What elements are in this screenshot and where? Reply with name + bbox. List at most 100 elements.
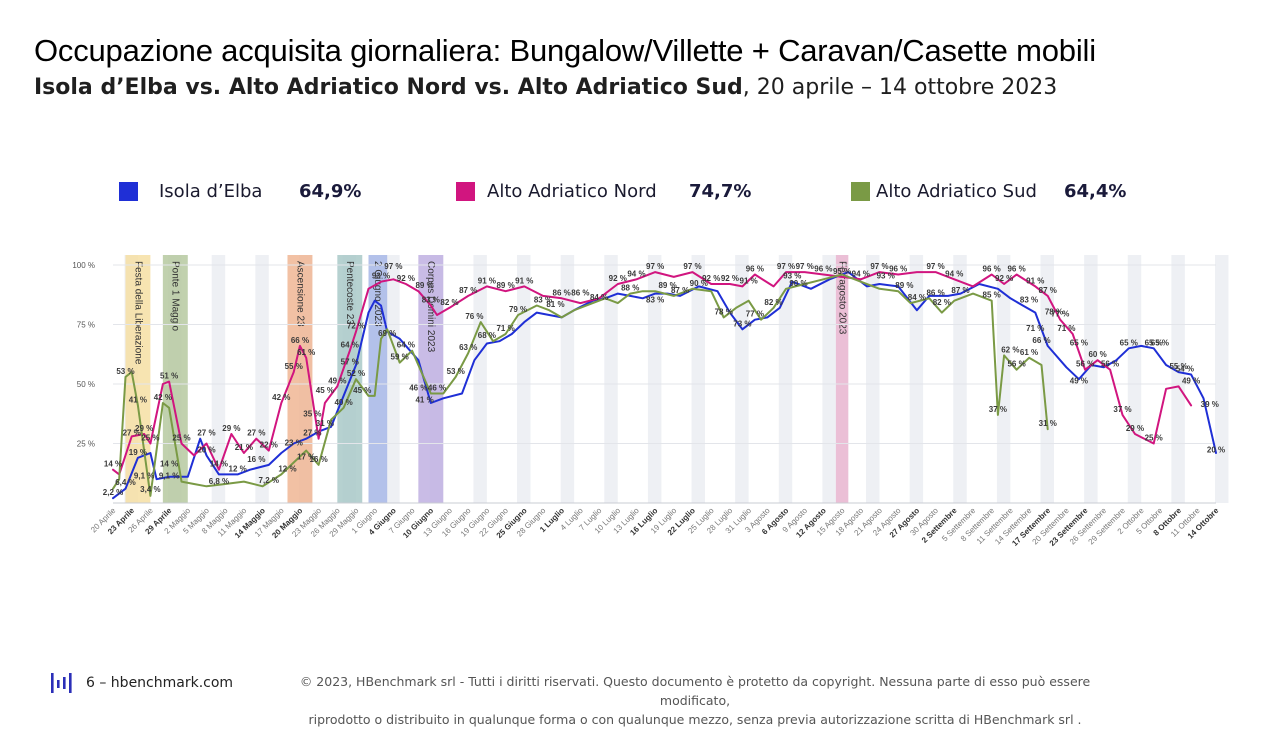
data-label: 21 %: [235, 443, 253, 452]
data-label: 92 %: [609, 274, 627, 283]
weekend-band: [953, 255, 967, 503]
data-label: 93 %: [372, 272, 390, 281]
data-label: 66 %: [291, 336, 309, 345]
data-labels: 2,2 %6,4 %19 %9,1 %20 %12 %16 %23 %57 %9…: [103, 262, 1225, 497]
y-tick-label: 50 %: [77, 380, 95, 389]
data-label: 56 %: [1076, 360, 1094, 369]
data-label: 14 %: [104, 460, 122, 469]
data-label: 93 %: [783, 272, 801, 281]
series-lines: [112, 271, 1217, 500]
data-label: 86 %: [553, 288, 571, 297]
weekend-band: [647, 255, 662, 503]
data-label: 87 %: [459, 286, 477, 295]
data-label: 64 %: [397, 341, 415, 350]
data-label: 94 %: [945, 269, 963, 278]
data-label: 69 %: [378, 329, 396, 338]
y-axis-ticks: 25 % 50 % 75 % 100 %: [72, 261, 95, 449]
event-band: [835, 255, 849, 503]
data-label: 53 %: [447, 367, 465, 376]
data-label: 82 %: [933, 298, 951, 307]
data-label: 55 %: [285, 362, 303, 371]
data-label: 87 %: [951, 286, 969, 295]
event-label: Festa della Liberazione: [132, 261, 143, 365]
data-label: 20 %: [197, 445, 215, 454]
weekend-band: [735, 255, 749, 503]
data-label: 94 %: [627, 269, 645, 278]
data-label: 6,8 %: [209, 477, 229, 486]
data-label: 16 %: [310, 455, 328, 464]
series-line-2: [112, 273, 1049, 497]
data-label: 84 %: [908, 293, 926, 302]
data-label: 91 %: [478, 276, 496, 285]
legend-value-adriatico-nord: 74,7%: [689, 181, 752, 202]
data-label: 64 %: [341, 341, 359, 350]
slide-subtitle: Isola d’Elba vs. Alto Adriatico Nord vs.…: [34, 75, 1057, 100]
data-label: 16 %: [247, 455, 265, 464]
event-label: Ascensione 23: [294, 261, 305, 327]
weekend-band: [1127, 255, 1142, 503]
weekend-band: [1171, 255, 1185, 503]
data-label: 65 %: [1070, 338, 1088, 347]
data-label: 17 %: [297, 453, 315, 462]
data-label: 57 %: [341, 357, 359, 366]
data-label: 86 %: [571, 288, 589, 297]
data-label: 25 %: [172, 434, 190, 443]
data-label: 12 %: [229, 464, 247, 473]
weekend-band: [211, 255, 226, 503]
y-tick-label: 100 %: [72, 261, 95, 270]
weekend-band: [778, 255, 793, 503]
data-label: 55 %: [1169, 362, 1187, 371]
data-label: 35 %: [303, 410, 321, 419]
data-label: 97 %: [683, 262, 701, 271]
data-label: 29 %: [222, 424, 240, 433]
data-label: 87 %: [1039, 286, 1057, 295]
hbenchmark-logo-icon: [51, 673, 72, 693]
data-label: 89 %: [895, 281, 913, 290]
data-label: 49 %: [328, 376, 346, 385]
data-label: 82 %: [440, 298, 458, 307]
weekend-band: [866, 255, 880, 503]
data-label: 91 %: [740, 276, 758, 285]
data-label: 97 %: [870, 262, 888, 271]
data-label: 81 %: [546, 300, 564, 309]
data-label: 92 %: [702, 274, 720, 283]
data-label: 61 %: [1020, 348, 1038, 357]
data-label: 79 %: [509, 305, 527, 314]
data-label: 25 %: [1145, 434, 1163, 443]
data-label: 27 %: [123, 429, 141, 438]
grid-lines: [113, 264, 1216, 504]
data-label: 54 %: [1176, 364, 1194, 373]
data-label: 37 %: [989, 405, 1007, 414]
data-label: 20 %: [1207, 445, 1225, 454]
data-label: 53 %: [116, 367, 134, 376]
data-label: 71 %: [496, 324, 514, 333]
subtitle-rest: , 20 aprile – 14 ottobre 2023: [742, 75, 1058, 100]
data-label: 97 %: [777, 262, 795, 271]
data-label: 83 %: [646, 295, 664, 304]
data-label: 89 %: [496, 281, 514, 290]
data-label: 22 %: [260, 441, 278, 450]
data-label: 63 %: [459, 343, 477, 352]
y-tick-label: 25 %: [77, 440, 95, 449]
data-label: 97 %: [384, 262, 402, 271]
data-label: 71 %: [1057, 324, 1075, 333]
data-label: 46 %: [409, 384, 427, 393]
data-label: 45 %: [316, 386, 334, 395]
weekend-band: [1084, 255, 1098, 503]
data-label: 68 %: [478, 331, 496, 340]
data-label: 9,1 %: [159, 471, 179, 480]
data-label: 97 %: [796, 262, 814, 271]
data-label: 40 %: [334, 398, 352, 407]
subtitle-bold: Isola d’Elba vs. Alto Adriatico Nord vs.…: [34, 75, 743, 100]
data-label: 61 %: [297, 348, 315, 357]
data-label: 91 %: [1026, 276, 1044, 285]
data-label: 77 %: [746, 310, 764, 319]
event-label: 2 Giugno 2023: [372, 261, 383, 327]
data-label: 14 %: [160, 460, 178, 469]
data-label: 73 %: [733, 319, 751, 328]
weekend-band: [604, 255, 618, 503]
footer-copyright: © 2023, HBenchmark srl - Tutti i diritti…: [265, 672, 1125, 729]
data-label: 90 %: [789, 279, 807, 288]
data-label: 19 %: [129, 448, 147, 457]
data-label: 29 %: [1126, 424, 1144, 433]
